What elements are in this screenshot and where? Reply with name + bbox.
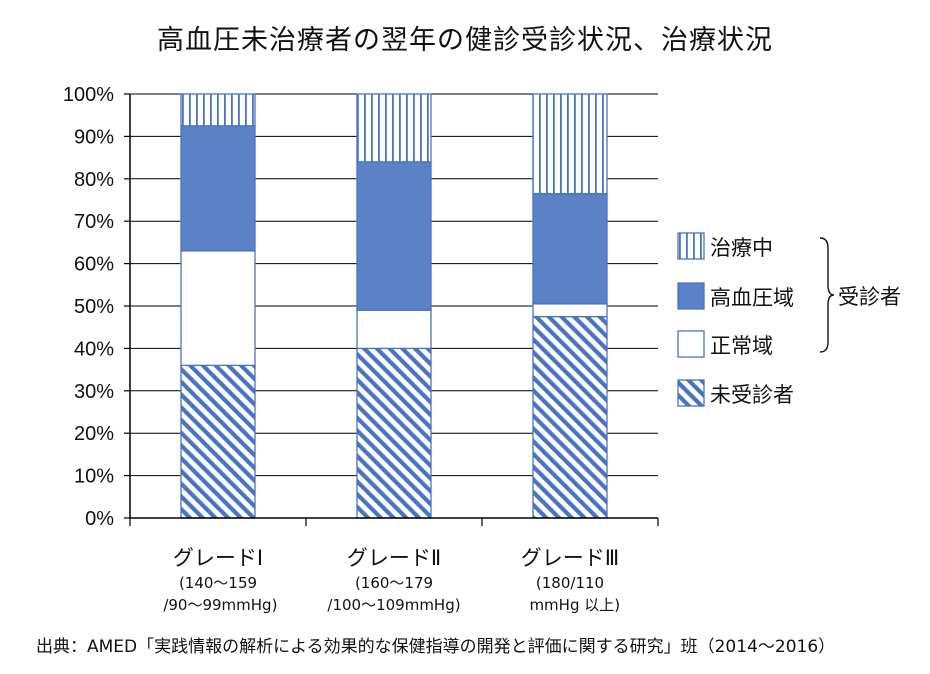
bar-segment-未受診者 — [180, 364, 256, 519]
bar-segment-治療中 — [180, 93, 256, 127]
legend-swatch-未受診者 — [677, 379, 705, 407]
bar-segment-未受診者 — [532, 315, 608, 519]
y-tick-label: 20% — [74, 423, 114, 445]
bar-segment-治療中 — [356, 93, 432, 163]
bar-segment-高血圧域 — [532, 192, 608, 305]
source-note: 出典：AMED「実践情報の解析による効果的な保健指導の開発と評価に関する研究」班… — [36, 637, 836, 657]
y-tick-label: 80% — [74, 169, 114, 191]
bar-segment-治療中 — [532, 93, 608, 195]
legend-label: 高血圧域 — [710, 286, 794, 310]
x-category-label: グレードⅢ — [520, 546, 620, 570]
x-category-label: グレードⅡ — [346, 546, 442, 570]
bar-segment-正常域 — [180, 250, 256, 367]
y-tick-label: 50% — [74, 296, 114, 318]
x-category-range: (180/110 mmHg 以上) — [529, 574, 621, 614]
legend-brace — [819, 237, 835, 353]
legend-label: 正常域 — [710, 334, 773, 358]
bar-segment-正常域 — [532, 303, 608, 318]
y-tick-label: 60% — [74, 254, 114, 276]
legend-swatch-正常域 — [677, 330, 705, 358]
y-tick-label: 0% — [85, 508, 114, 530]
legend-label: 未受診者 — [710, 383, 794, 407]
legend-swatch-治療中 — [677, 232, 705, 260]
x-category-label: グレードⅠ — [172, 546, 264, 570]
y-tick-label: 40% — [74, 338, 114, 360]
y-tick-label: 10% — [74, 466, 114, 488]
y-tick-label: 70% — [74, 211, 114, 233]
legend-swatch-高血圧域 — [677, 282, 705, 310]
legend-group-label: 受診者 — [838, 285, 901, 309]
y-tick-label: 100% — [63, 84, 114, 106]
bar-segment-高血圧域 — [180, 125, 256, 252]
x-category-range: (160～179 /100～109mmHg) — [327, 574, 461, 614]
x-category-range: (140～159 /90～99mmHg) — [163, 574, 278, 614]
y-tick-label: 30% — [74, 381, 114, 403]
bar-segment-未受診者 — [356, 347, 432, 519]
y-tick-label: 90% — [74, 126, 114, 148]
bar-segment-高血圧域 — [356, 161, 432, 311]
chart-title: 高血圧未治療者の翌年の健診受診状況、治療状況 — [157, 25, 773, 56]
bar-segment-正常域 — [356, 309, 432, 350]
legend-label: 治療中 — [710, 236, 773, 260]
